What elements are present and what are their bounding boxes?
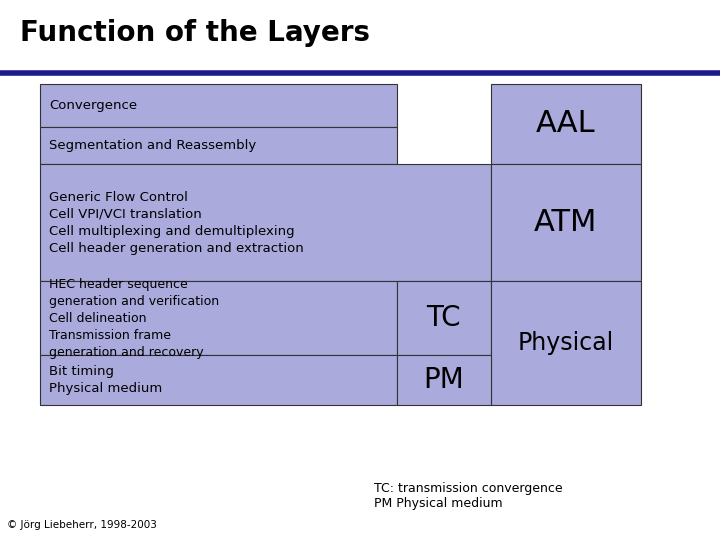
Bar xyxy=(40,164,490,281)
Text: HEC header sequence
generation and verification
Cell delineation
Transmission fr: HEC header sequence generation and verif… xyxy=(49,278,219,359)
Text: Generic Flow Control
Cell VPI/VCI translation
Cell multiplexing and demultiplexi: Generic Flow Control Cell VPI/VCI transl… xyxy=(49,191,304,255)
Bar xyxy=(490,281,641,405)
Text: AAL: AAL xyxy=(536,110,595,138)
Text: © Jörg Liebeherr, 1998-2003: © Jörg Liebeherr, 1998-2003 xyxy=(7,520,157,530)
Bar xyxy=(40,127,397,164)
Text: Segmentation and Reassembly: Segmentation and Reassembly xyxy=(49,139,256,152)
Text: PM: PM xyxy=(423,366,464,394)
Text: Physical: Physical xyxy=(518,331,613,355)
Text: Convergence: Convergence xyxy=(49,99,137,112)
Text: Bit timing
Physical medium: Bit timing Physical medium xyxy=(49,365,162,395)
Text: ATM: ATM xyxy=(534,208,598,237)
Bar xyxy=(397,355,490,405)
Bar xyxy=(40,355,397,405)
Text: TC: transmission convergence
PM Physical medium: TC: transmission convergence PM Physical… xyxy=(374,482,563,510)
Bar xyxy=(490,84,641,164)
Bar xyxy=(397,281,490,355)
Text: Function of the Layers: Function of the Layers xyxy=(20,19,370,47)
Text: TC: TC xyxy=(426,304,462,332)
Bar xyxy=(40,84,397,127)
Bar xyxy=(40,281,397,355)
Bar xyxy=(490,164,641,281)
